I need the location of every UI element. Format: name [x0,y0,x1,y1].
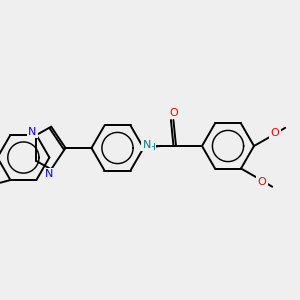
Text: N: N [45,169,53,179]
Text: H: H [148,142,155,152]
Text: O: O [258,177,267,187]
Text: N: N [142,140,151,150]
Text: N: N [28,127,37,137]
Text: O: O [271,128,280,138]
Text: O: O [169,108,178,118]
